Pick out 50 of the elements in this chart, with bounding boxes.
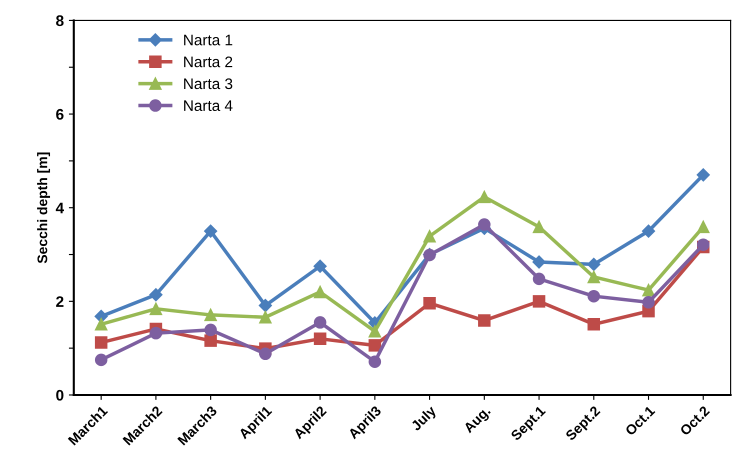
point — [259, 348, 272, 360]
y-tick-label: 4 — [56, 202, 64, 214]
point — [532, 295, 546, 308]
point — [478, 190, 491, 204]
x-tick-label: Aug. — [463, 406, 493, 436]
y-tick-label: 8 — [56, 15, 64, 26]
point — [423, 296, 436, 310]
point — [149, 288, 162, 302]
point — [94, 336, 108, 349]
point — [204, 308, 217, 322]
point — [532, 272, 546, 286]
point — [368, 325, 382, 338]
point — [478, 314, 491, 327]
point — [697, 238, 710, 251]
point — [204, 224, 218, 238]
y-tick-label: 6 — [56, 108, 64, 120]
point — [368, 339, 382, 352]
legend-label: Narta 1 — [184, 34, 232, 46]
legend-label: Narta 4 — [184, 100, 233, 112]
point — [642, 224, 656, 238]
point — [258, 298, 272, 312]
legend-label: Narta 2 — [184, 56, 232, 68]
point — [532, 220, 546, 234]
point — [259, 311, 272, 324]
point — [368, 355, 382, 368]
y-axis-title: Secchi depth [m] — [37, 152, 50, 264]
point — [94, 318, 108, 331]
point — [696, 168, 710, 182]
point — [204, 324, 217, 336]
point — [588, 290, 600, 302]
point — [423, 230, 436, 243]
point — [642, 284, 655, 296]
point — [204, 334, 217, 347]
legend-label: Narta 3 — [184, 78, 232, 90]
point — [588, 270, 600, 284]
point — [587, 258, 600, 271]
point — [314, 286, 326, 298]
point — [532, 255, 546, 269]
y-tick-label: 0 — [56, 390, 64, 401]
point — [94, 354, 108, 366]
point — [588, 318, 600, 331]
point — [314, 260, 327, 273]
point — [150, 326, 162, 340]
point — [697, 220, 710, 234]
point — [314, 332, 326, 346]
point — [314, 316, 326, 329]
y-tick-label: 2 — [56, 296, 64, 307]
point — [478, 218, 491, 231]
point — [642, 296, 655, 309]
point — [150, 302, 162, 316]
